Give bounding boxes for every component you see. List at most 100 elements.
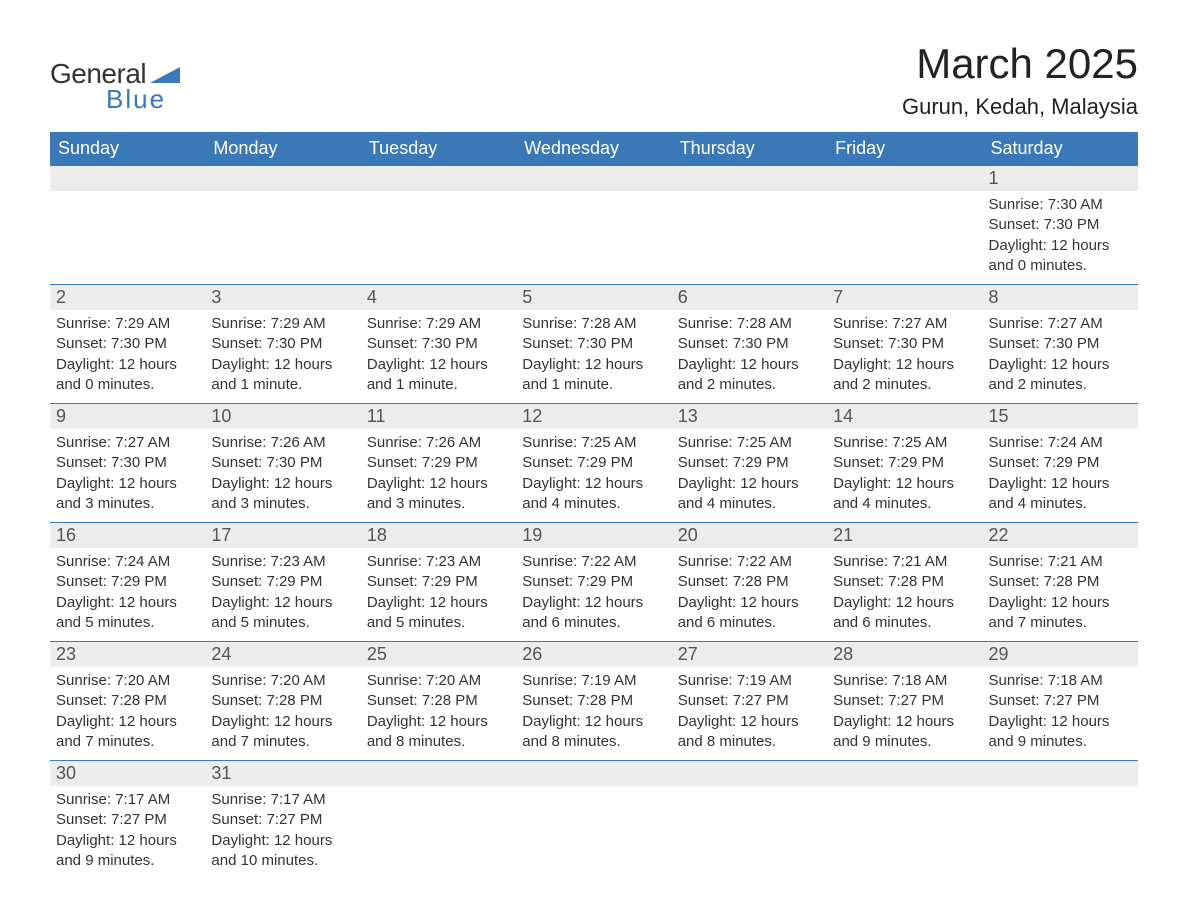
calendar-cell: 25Sunrise: 7:20 AMSunset: 7:28 PMDayligh… [361,642,516,761]
day-sunrise: Sunrise: 7:26 AM [211,433,354,453]
day-details: Sunrise: 7:22 AMSunset: 7:28 PMDaylight:… [672,548,827,641]
day-number: 17 [205,523,360,548]
calendar-cell: 16Sunrise: 7:24 AMSunset: 7:29 PMDayligh… [50,523,205,642]
day-details: Sunrise: 7:25 AMSunset: 7:29 PMDaylight:… [827,429,982,522]
day-details: Sunrise: 7:26 AMSunset: 7:30 PMDaylight:… [205,429,360,522]
day-sunset: Sunset: 7:30 PM [522,334,665,354]
calendar-cell [50,166,205,285]
day-details: Sunrise: 7:18 AMSunset: 7:27 PMDaylight:… [983,667,1138,760]
calendar-cell [361,166,516,285]
day-details [983,786,1138,856]
day-daylight1: Daylight: 12 hours [367,593,510,613]
calendar-cell: 18Sunrise: 7:23 AMSunset: 7:29 PMDayligh… [361,523,516,642]
day-details: Sunrise: 7:29 AMSunset: 7:30 PMDaylight:… [205,310,360,403]
calendar-cell: 5Sunrise: 7:28 AMSunset: 7:30 PMDaylight… [516,285,671,404]
day-details: Sunrise: 7:20 AMSunset: 7:28 PMDaylight:… [50,667,205,760]
calendar-cell: 21Sunrise: 7:21 AMSunset: 7:28 PMDayligh… [827,523,982,642]
day-number: 9 [50,404,205,429]
day-details: Sunrise: 7:18 AMSunset: 7:27 PMDaylight:… [827,667,982,760]
calendar-cell: 23Sunrise: 7:20 AMSunset: 7:28 PMDayligh… [50,642,205,761]
day-sunset: Sunset: 7:27 PM [833,691,976,711]
title-block: March 2025 Gurun, Kedah, Malaysia [902,40,1138,120]
calendar-cell: 2Sunrise: 7:29 AMSunset: 7:30 PMDaylight… [50,285,205,404]
day-details: Sunrise: 7:23 AMSunset: 7:29 PMDaylight:… [205,548,360,641]
calendar-cell: 10Sunrise: 7:26 AMSunset: 7:30 PMDayligh… [205,404,360,523]
day-number: 26 [516,642,671,667]
calendar-cell: 31Sunrise: 7:17 AMSunset: 7:27 PMDayligh… [205,761,360,880]
day-sunrise: Sunrise: 7:29 AM [56,314,199,334]
calendar-cell [983,761,1138,880]
calendar-table: SundayMondayTuesdayWednesdayThursdayFrid… [50,132,1138,879]
day-details: Sunrise: 7:27 AMSunset: 7:30 PMDaylight:… [50,429,205,522]
day-number [827,166,982,191]
day-sunset: Sunset: 7:28 PM [678,572,821,592]
day-number: 21 [827,523,982,548]
day-details: Sunrise: 7:28 AMSunset: 7:30 PMDaylight:… [672,310,827,403]
calendar-cell: 26Sunrise: 7:19 AMSunset: 7:28 PMDayligh… [516,642,671,761]
day-sunrise: Sunrise: 7:19 AM [522,671,665,691]
day-sunset: Sunset: 7:30 PM [989,215,1132,235]
day-details: Sunrise: 7:21 AMSunset: 7:28 PMDaylight:… [983,548,1138,641]
day-daylight2: and 4 minutes. [833,494,976,514]
day-details: Sunrise: 7:17 AMSunset: 7:27 PMDaylight:… [205,786,360,879]
weekday-header: Sunday [50,132,205,166]
day-sunset: Sunset: 7:28 PM [989,572,1132,592]
day-number: 12 [516,404,671,429]
day-sunset: Sunset: 7:27 PM [678,691,821,711]
day-number: 2 [50,285,205,310]
day-daylight1: Daylight: 12 hours [833,712,976,732]
calendar-cell [827,761,982,880]
day-daylight2: and 2 minutes. [989,375,1132,395]
day-number: 7 [827,285,982,310]
day-daylight1: Daylight: 12 hours [56,474,199,494]
day-number: 1 [983,166,1138,191]
day-details [361,786,516,856]
calendar-cell: 30Sunrise: 7:17 AMSunset: 7:27 PMDayligh… [50,761,205,880]
day-sunset: Sunset: 7:29 PM [522,572,665,592]
day-daylight2: and 5 minutes. [56,613,199,633]
day-number [516,166,671,191]
day-sunset: Sunset: 7:30 PM [211,334,354,354]
day-number: 14 [827,404,982,429]
calendar-cell: 22Sunrise: 7:21 AMSunset: 7:28 PMDayligh… [983,523,1138,642]
day-details [50,191,205,261]
day-sunset: Sunset: 7:28 PM [56,691,199,711]
calendar-cell [361,761,516,880]
day-daylight1: Daylight: 12 hours [522,355,665,375]
day-sunrise: Sunrise: 7:28 AM [678,314,821,334]
day-sunset: Sunset: 7:27 PM [211,810,354,830]
calendar-cell: 6Sunrise: 7:28 AMSunset: 7:30 PMDaylight… [672,285,827,404]
day-sunset: Sunset: 7:29 PM [367,453,510,473]
day-details: Sunrise: 7:19 AMSunset: 7:27 PMDaylight:… [672,667,827,760]
calendar-cell [205,166,360,285]
calendar-cell [516,761,671,880]
day-sunrise: Sunrise: 7:21 AM [833,552,976,572]
day-daylight2: and 3 minutes. [56,494,199,514]
calendar-cell: 14Sunrise: 7:25 AMSunset: 7:29 PMDayligh… [827,404,982,523]
calendar-cell: 3Sunrise: 7:29 AMSunset: 7:30 PMDaylight… [205,285,360,404]
day-number: 31 [205,761,360,786]
weekday-header: Monday [205,132,360,166]
day-number [516,761,671,786]
day-sunset: Sunset: 7:30 PM [56,334,199,354]
day-daylight2: and 1 minute. [211,375,354,395]
day-number: 28 [827,642,982,667]
day-sunrise: Sunrise: 7:22 AM [678,552,821,572]
day-daylight1: Daylight: 12 hours [56,712,199,732]
day-daylight1: Daylight: 12 hours [678,593,821,613]
day-number: 8 [983,285,1138,310]
day-daylight2: and 4 minutes. [678,494,821,514]
day-sunset: Sunset: 7:29 PM [56,572,199,592]
page-header: General Blue March 2025 Gurun, Kedah, Ma… [50,40,1138,120]
day-daylight1: Daylight: 12 hours [989,712,1132,732]
day-daylight1: Daylight: 12 hours [56,593,199,613]
day-number: 5 [516,285,671,310]
day-sunset: Sunset: 7:30 PM [833,334,976,354]
calendar-cell: 15Sunrise: 7:24 AMSunset: 7:29 PMDayligh… [983,404,1138,523]
day-sunset: Sunset: 7:29 PM [522,453,665,473]
day-sunrise: Sunrise: 7:18 AM [833,671,976,691]
weekday-header: Thursday [672,132,827,166]
day-daylight2: and 4 minutes. [522,494,665,514]
day-sunset: Sunset: 7:30 PM [211,453,354,473]
day-daylight1: Daylight: 12 hours [367,474,510,494]
